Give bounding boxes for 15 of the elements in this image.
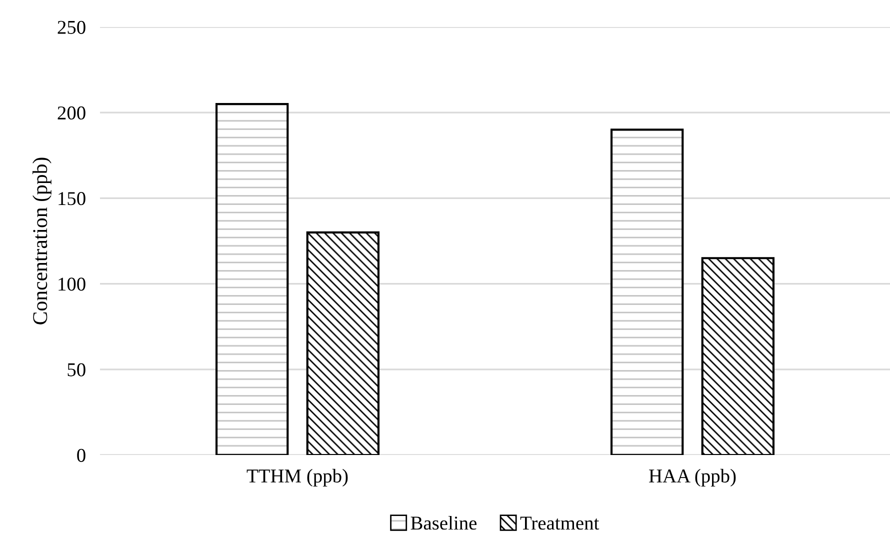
y-tick-label: 0	[77, 448, 86, 462]
bar	[610, 128, 684, 455]
y-tick-label: 50	[68, 363, 86, 376]
legend-label: Treatment	[520, 516, 600, 530]
y-tick-label: 250	[58, 20, 86, 34]
y-tick-label: 100	[58, 278, 86, 291]
y-axis-title: Concentration (ppb)	[32, 158, 52, 324]
y-tick-label: 150	[58, 192, 86, 206]
x-tick-label: TTHM (ppb)	[246, 468, 348, 487]
legend-label: Baseline	[410, 516, 477, 530]
x-tick-label: HAA (ppb)	[649, 468, 736, 487]
bar	[215, 102, 289, 455]
y-tick-label: 200	[58, 106, 86, 120]
bar	[701, 257, 775, 455]
bar	[306, 231, 380, 455]
